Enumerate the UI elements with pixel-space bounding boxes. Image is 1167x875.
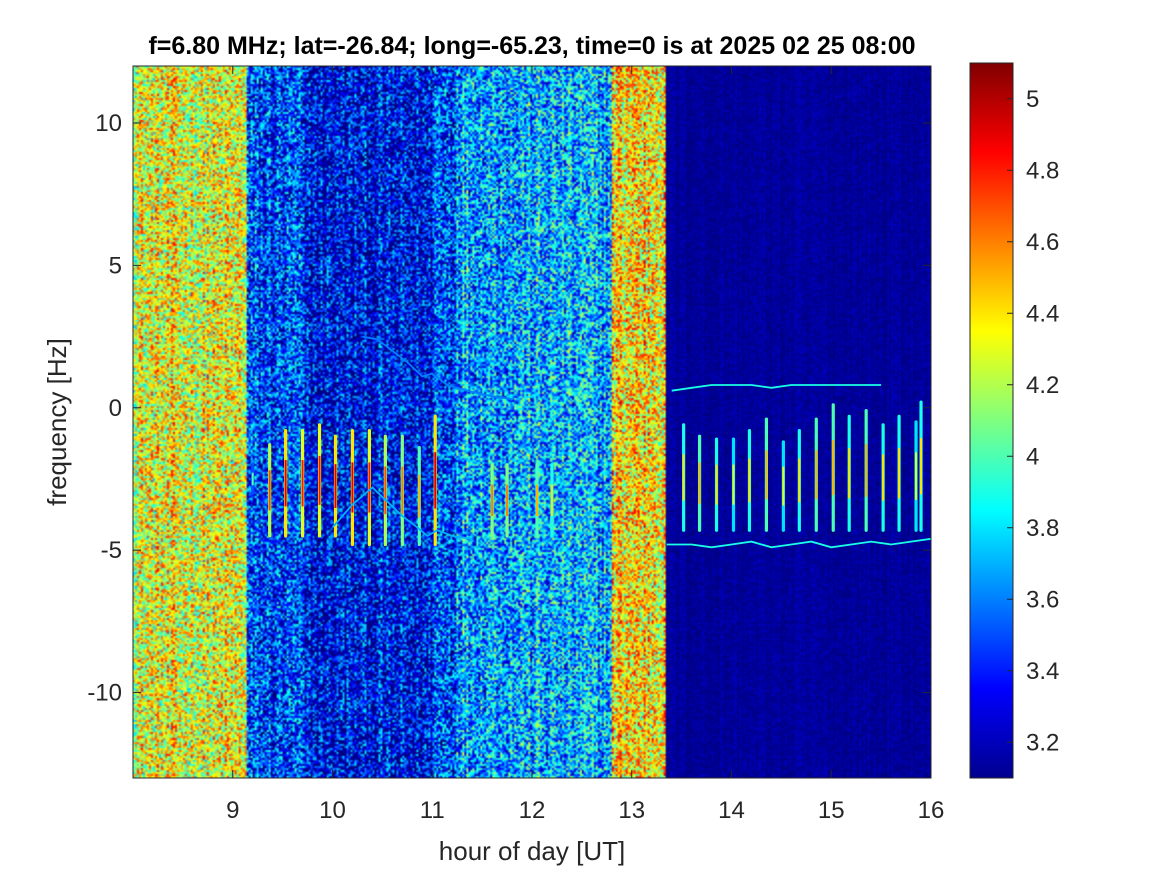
x-tick-label: 10 — [319, 797, 346, 824]
x-tick-label: 14 — [718, 797, 745, 824]
x-tick-label: 15 — [818, 797, 845, 824]
x-tick-label: 13 — [618, 797, 645, 824]
y-tick-label: 5 — [109, 252, 122, 279]
trace-0 — [671, 384, 882, 392]
x-tick-label: 16 — [918, 797, 945, 824]
chart-title: f=6.80 MHz; lat=-26.84; long=-65.23, tim… — [148, 32, 915, 60]
trace-2 — [331, 486, 473, 540]
x-tick-label: 11 — [420, 797, 445, 824]
colorbar-tick-label: 5 — [1026, 86, 1039, 113]
colorbar-ticks: 5 4.8 4.6 4.4 4.2 4 3.8 3.6 3.4 3.2 — [1007, 86, 1059, 756]
x-axis-label: hour of day [UT] — [439, 836, 625, 866]
trace-3 — [362, 335, 513, 401]
colorbar-tick-label: 4.4 — [1026, 300, 1059, 327]
colorbar-tick-label: 4.6 — [1026, 229, 1059, 256]
heatmap-image — [133, 66, 931, 778]
colorbar-tick-label: 4.2 — [1026, 372, 1059, 399]
colorbar — [969, 62, 1014, 779]
spectral-traces — [331, 335, 931, 549]
colorbar-tick-label: 3.2 — [1026, 729, 1059, 756]
x-tick-label: 9 — [226, 797, 239, 824]
y-axis-label: frequency [Hz] — [42, 338, 72, 506]
trace-1 — [666, 537, 931, 549]
x-tick-label: 12 — [519, 797, 546, 824]
y-tick-label: 0 — [109, 395, 122, 422]
y-axis: 10 5 0 -5 -10 — [87, 110, 931, 707]
plot-area — [133, 66, 931, 778]
colorbar-tick-label: 3.4 — [1026, 658, 1059, 685]
colorbar-tick-label: 3.6 — [1026, 586, 1059, 613]
y-tick-label: -5 — [101, 537, 122, 564]
colorbar-tick-label: 4.8 — [1026, 157, 1059, 184]
spectral-lines — [251, 400, 923, 547]
y-tick-label: 10 — [95, 110, 122, 137]
y-tick-label: -10 — [87, 680, 122, 707]
colorbar-tick-label: 4 — [1026, 443, 1039, 470]
colorbar-tick-label: 3.8 — [1026, 515, 1059, 542]
x-axis: 9 10 11 12 13 14 15 16 — [226, 66, 944, 824]
